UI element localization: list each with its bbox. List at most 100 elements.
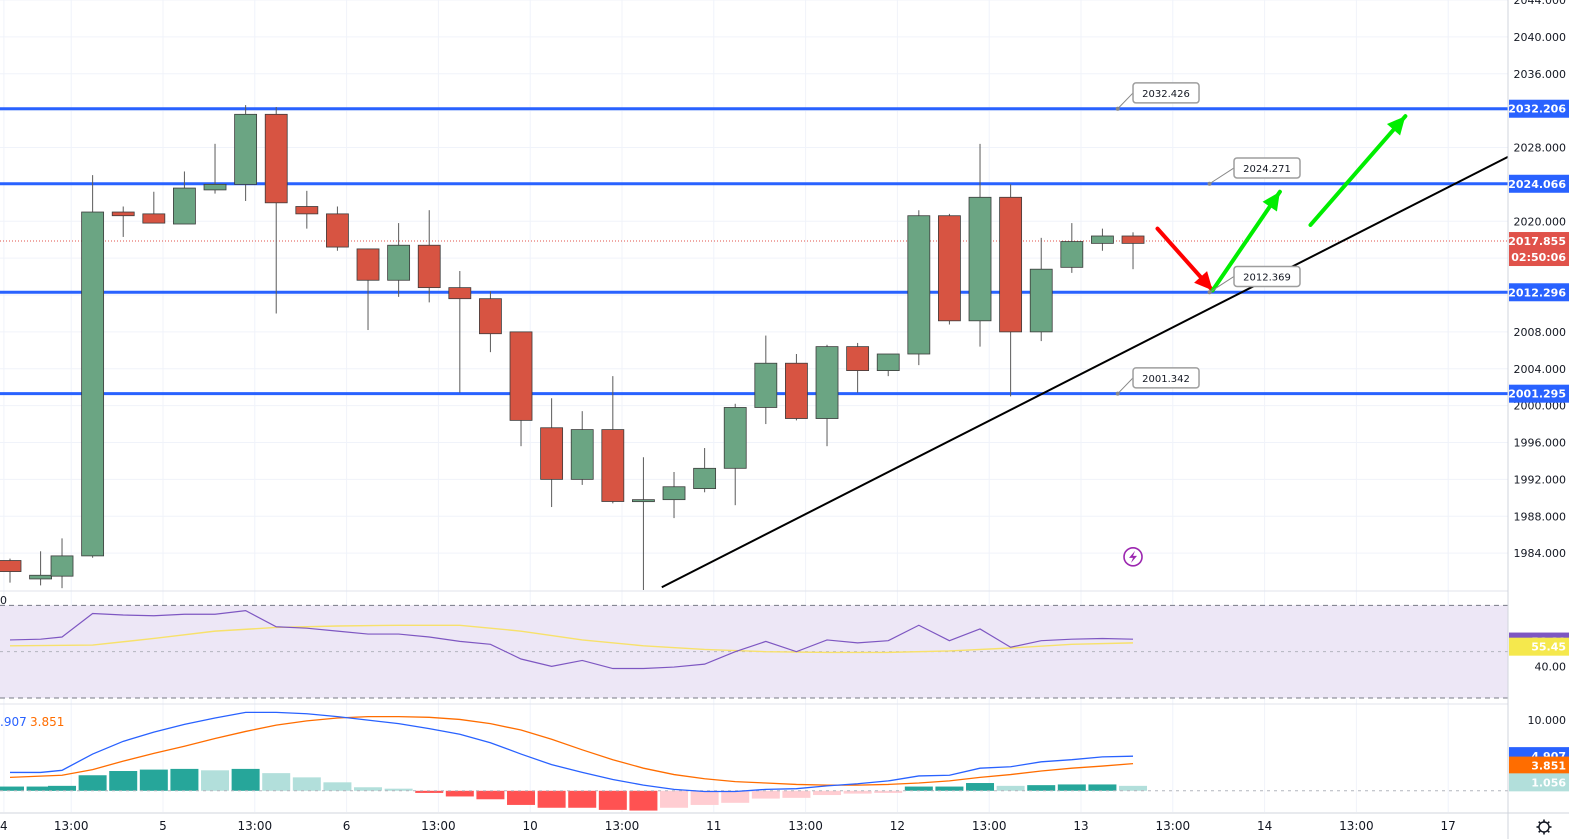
rsi-pane: 0 xyxy=(0,590,1569,699)
time-tick-label: 13:00 xyxy=(788,819,823,833)
time-tick-label: 13:00 xyxy=(972,819,1007,833)
callout-label: 2012.369 xyxy=(1243,272,1291,283)
time-tick-label: 5 xyxy=(159,819,167,833)
price-tick-label: 2000.000 xyxy=(1514,400,1567,413)
candle-up xyxy=(693,467,717,489)
price-axis-background xyxy=(1508,0,1569,839)
time-tick-label: 10 xyxy=(523,819,538,833)
candle-down xyxy=(326,213,349,248)
time-tick-label: 13:00 xyxy=(238,819,273,833)
price-tick-label: 2028.000 xyxy=(1514,142,1567,155)
candle-up xyxy=(29,574,53,580)
macd-histogram-bar xyxy=(262,773,291,791)
candle-down xyxy=(417,244,441,289)
candle-up xyxy=(723,407,747,469)
countdown-badge xyxy=(1509,248,1569,267)
callout-box[interactable] xyxy=(1233,265,1301,288)
level-price-label: 2001.295 xyxy=(1508,388,1566,401)
callout-anchor xyxy=(1207,181,1212,186)
candle-down xyxy=(846,346,870,371)
countdown-label: 02:50:06 xyxy=(1511,251,1566,264)
time-axis[interactable]: 4 13:00 5 13:00 6 13:00 10 13:00 11 13:00 12 13:00 1… xyxy=(0,812,1569,833)
candle-down xyxy=(448,287,472,300)
arrow-head[interactable] xyxy=(1262,191,1280,212)
arrows-layer[interactable] xyxy=(1155,114,1408,293)
macd-histogram-bar xyxy=(813,790,842,796)
macd-histogram-bar xyxy=(690,790,719,805)
macd-histogram-bar xyxy=(1027,785,1056,791)
signal-value-badge xyxy=(1509,756,1569,775)
candle-up xyxy=(570,429,594,480)
icons-layer xyxy=(1123,547,1552,835)
time-tick-label: 13:00 xyxy=(605,819,640,833)
macd-histogram-bar xyxy=(1119,785,1148,791)
trendline-layer[interactable] xyxy=(661,152,1516,589)
candle-down xyxy=(999,196,1023,333)
macd-histogram-bar xyxy=(904,786,933,791)
callout-box[interactable] xyxy=(1233,157,1301,179)
arrow-head[interactable] xyxy=(1194,271,1213,291)
gear-tooth xyxy=(1546,821,1550,825)
macd-histogram-bar xyxy=(109,771,138,791)
macd-histogram-bar xyxy=(721,790,750,803)
price-tick-label: 2020.000 xyxy=(1514,215,1567,228)
trendline[interactable] xyxy=(661,152,1516,589)
macd-histogram-bar xyxy=(201,770,230,791)
macd-histogram-bar xyxy=(139,769,168,791)
macd-histogram-bar xyxy=(598,790,627,810)
signal-value-label: 3.851 xyxy=(1531,760,1566,773)
arrow-head[interactable] xyxy=(1386,116,1406,136)
price-tick-label: 2044.000 xyxy=(1514,0,1567,7)
macd-histogram-bar xyxy=(48,785,77,791)
callout-box[interactable] xyxy=(1132,82,1200,104)
callout-box[interactable] xyxy=(1132,367,1200,389)
macd-histogram-bar xyxy=(292,777,321,791)
price-tick-label: 2036.000 xyxy=(1514,68,1567,81)
macd-histogram-bar xyxy=(354,787,383,791)
candle-up xyxy=(173,187,196,225)
time-tick-label: 4 xyxy=(0,819,8,833)
macd-histogram-bar xyxy=(751,790,780,799)
candle-up xyxy=(1091,235,1114,244)
arrow-shaft[interactable] xyxy=(1308,114,1408,227)
callout-anchor xyxy=(1207,290,1212,295)
candle-down xyxy=(111,211,135,217)
horizontal-levels[interactable] xyxy=(0,107,1508,396)
macd-histogram-bar xyxy=(537,790,566,808)
time-tick-label: 13:00 xyxy=(1339,819,1374,833)
candle-down xyxy=(601,429,625,502)
macd-histogram-bar xyxy=(935,786,964,791)
callout-label: 2032.426 xyxy=(1142,89,1190,100)
candle-up xyxy=(203,183,227,191)
current-price-badge xyxy=(1509,232,1569,251)
time-tick-label: 17 xyxy=(1441,819,1456,833)
macd-histogram-bar xyxy=(1088,784,1117,791)
candle-down xyxy=(264,113,288,204)
macd-histogram-bar xyxy=(660,790,689,808)
macd-tick-label: 10.000 xyxy=(1528,714,1567,727)
candle-up xyxy=(662,486,686,501)
macd-histogram-bar xyxy=(170,768,199,791)
level-price-label: 2024.066 xyxy=(1508,178,1566,191)
macd-legend-value: .907 xyxy=(0,715,27,729)
rsi-upper-label-fragment: 0 xyxy=(0,594,7,607)
arrow-shaft[interactable] xyxy=(1210,189,1282,293)
candle-up xyxy=(815,346,839,419)
macd-histogram-bar xyxy=(629,790,658,811)
macd-histogram-bar xyxy=(231,768,260,791)
candle-up xyxy=(754,362,778,408)
time-tick-label: 11 xyxy=(706,819,721,833)
macd-histogram-bar xyxy=(384,788,413,791)
price-axis[interactable]: 1984.000 1988.000 1992.000 1996.000 2000.000… xyxy=(1507,0,1569,839)
macd-signal-line xyxy=(9,715,1134,786)
rsi-ma-line xyxy=(9,624,1134,654)
macd-histogram-bar xyxy=(323,782,352,791)
candle-down xyxy=(509,331,533,421)
price-callouts[interactable]: 2032.426 2024.271 2012.369 2001.342 xyxy=(1115,82,1301,396)
macd-histogram-bar xyxy=(26,786,55,791)
callout-connector xyxy=(1117,377,1134,395)
price-tick-label: 1992.000 xyxy=(1514,473,1567,486)
candle-down xyxy=(0,560,22,572)
macd-histogram-bar xyxy=(966,783,995,791)
